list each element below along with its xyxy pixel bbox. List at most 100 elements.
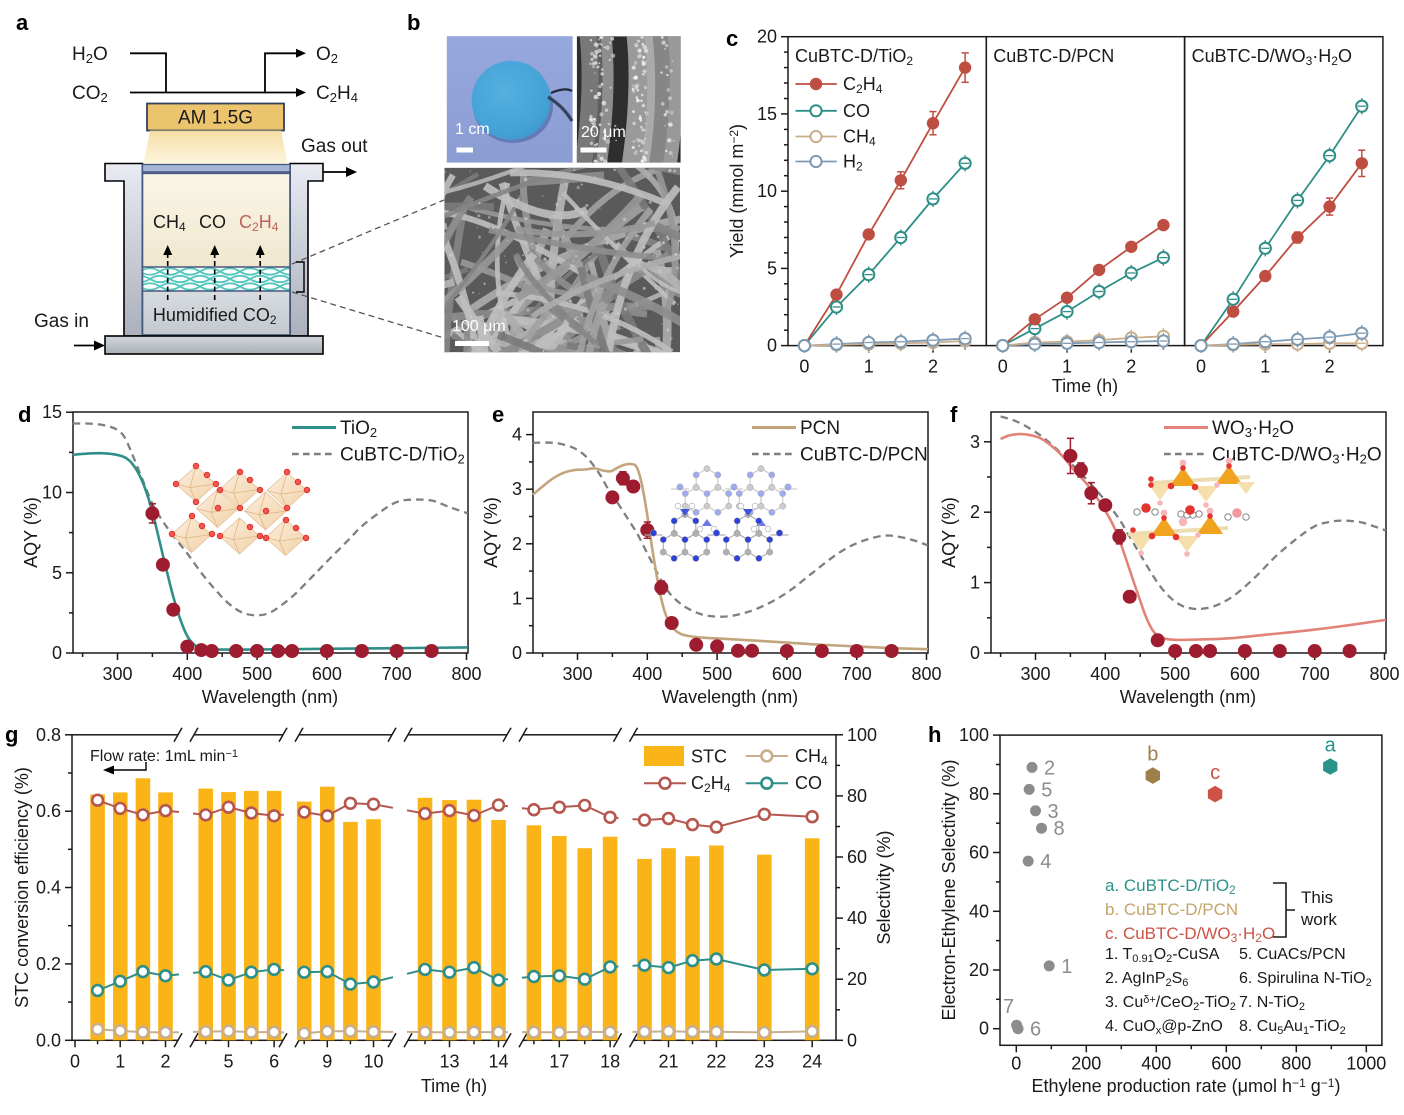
svg-text:Selectivity (%): Selectivity (%)	[874, 830, 894, 944]
svg-text:CO: CO	[795, 773, 822, 793]
svg-text:CuBTC-D/TiO2: CuBTC-D/TiO2	[795, 46, 913, 68]
svg-text:CuBTC-D/PCN: CuBTC-D/PCN	[800, 445, 928, 466]
svg-text:TiO2: TiO2	[340, 418, 377, 440]
svg-text:5: 5	[223, 1051, 233, 1071]
svg-text:500: 500	[1160, 664, 1190, 684]
svg-text:13: 13	[439, 1051, 459, 1071]
svg-text:C2H4: C2H4	[691, 773, 731, 795]
svg-text:CuBTC-D/TiO2: CuBTC-D/TiO2	[340, 445, 465, 467]
svg-text:2: 2	[970, 502, 980, 522]
svg-text:C2H4: C2H4	[316, 83, 358, 105]
svg-text:0: 0	[799, 357, 809, 377]
svg-text:0: 0	[52, 643, 62, 663]
svg-text:700: 700	[1300, 664, 1330, 684]
svg-text:work: work	[1300, 910, 1337, 929]
svg-text:10: 10	[757, 181, 777, 201]
svg-text:15: 15	[42, 402, 62, 422]
svg-text:1: 1	[1062, 357, 1072, 377]
svg-text:80: 80	[969, 784, 989, 804]
svg-text:Gas out: Gas out	[301, 136, 368, 157]
svg-text:AQY (%): AQY (%)	[939, 497, 959, 568]
svg-text:1: 1	[1260, 357, 1270, 377]
svg-text:800: 800	[451, 664, 481, 684]
svg-text:0: 0	[1196, 357, 1206, 377]
svg-text:20 μm: 20 μm	[581, 124, 626, 141]
svg-text:CuBTC-D/PCN: CuBTC-D/PCN	[993, 46, 1114, 66]
svg-text:100: 100	[847, 725, 877, 745]
svg-text:0.0: 0.0	[36, 1030, 61, 1050]
svg-text:4: 4	[512, 425, 522, 445]
svg-text:2. AgInP2S6: 2. AgInP2S6	[1105, 970, 1188, 989]
svg-text:0: 0	[970, 643, 980, 663]
svg-text:22: 22	[706, 1051, 726, 1071]
svg-text:800: 800	[1369, 664, 1399, 684]
svg-text:2: 2	[160, 1051, 170, 1071]
svg-text:17: 17	[549, 1051, 569, 1071]
svg-text:4: 4	[1040, 851, 1051, 873]
svg-text:0: 0	[998, 357, 1008, 377]
svg-text:10: 10	[42, 483, 62, 503]
svg-text:C2H4: C2H4	[843, 74, 883, 96]
svg-text:0.6: 0.6	[36, 801, 61, 821]
svg-text:2: 2	[1325, 357, 1335, 377]
svg-text:800: 800	[1281, 1053, 1311, 1073]
svg-text:15: 15	[757, 104, 777, 124]
svg-text:6: 6	[1030, 1019, 1041, 1041]
svg-text:AQY (%): AQY (%)	[21, 497, 41, 568]
svg-text:a. CuBTC-D/TiO2: a. CuBTC-D/TiO2	[1105, 876, 1236, 897]
svg-text:d: d	[18, 402, 31, 427]
svg-text:Gas in: Gas in	[34, 311, 89, 332]
svg-text:c: c	[726, 26, 738, 51]
svg-text:400: 400	[172, 664, 202, 684]
svg-text:Wavelength (nm): Wavelength (nm)	[662, 687, 798, 707]
svg-text:2: 2	[928, 357, 938, 377]
svg-text:7. N-TiO2: 7. N-TiO2	[1239, 994, 1305, 1013]
svg-text:80: 80	[847, 786, 867, 806]
svg-text:9: 9	[322, 1051, 332, 1071]
svg-text:3. Cuδ+/CeO2-TiO2: 3. Cuδ+/CeO2-TiO2	[1105, 994, 1236, 1013]
svg-text:400: 400	[1090, 664, 1120, 684]
svg-text:1 cm: 1 cm	[455, 121, 490, 138]
svg-text:2: 2	[1044, 757, 1055, 779]
svg-text:6. Spirulina N-TiO2: 6. Spirulina N-TiO2	[1239, 970, 1372, 989]
svg-text:1000: 1000	[1346, 1053, 1386, 1073]
svg-text:300: 300	[1020, 664, 1050, 684]
svg-text:e: e	[492, 402, 504, 427]
svg-text:100: 100	[959, 725, 989, 745]
svg-text:f: f	[950, 402, 958, 427]
svg-text:AQY (%): AQY (%)	[481, 497, 501, 568]
svg-text:0.4: 0.4	[36, 878, 61, 898]
svg-text:0: 0	[767, 336, 777, 356]
svg-text:24: 24	[802, 1051, 822, 1071]
svg-text:40: 40	[969, 901, 989, 921]
svg-text:400: 400	[1141, 1053, 1171, 1073]
svg-text:H2: H2	[843, 152, 863, 174]
svg-text:18: 18	[600, 1051, 620, 1071]
svg-text:1. T0.91O2-CuSA: 1. T0.91O2-CuSA	[1105, 946, 1220, 965]
svg-text:2: 2	[1126, 357, 1136, 377]
svg-text:STC: STC	[691, 747, 727, 767]
svg-text:c. CuBTC-D/WO3·H2O: c. CuBTC-D/WO3·H2O	[1105, 924, 1275, 945]
svg-text:STC conversion efficiency (%): STC conversion efficiency (%)	[12, 767, 32, 1008]
svg-text:Ethylene production rate (μmol: Ethylene production rate (μmol h−1 g−1)	[1032, 1076, 1341, 1096]
svg-text:10: 10	[363, 1051, 383, 1071]
svg-text:5: 5	[52, 563, 62, 583]
svg-text:600: 600	[312, 664, 342, 684]
svg-text:1: 1	[115, 1051, 125, 1071]
svg-text:8: 8	[1054, 818, 1065, 840]
svg-text:4. CuOx@p-ZnO: 4. CuOx@p-ZnO	[1105, 1018, 1223, 1037]
svg-text:h: h	[928, 722, 941, 747]
svg-text:700: 700	[842, 664, 872, 684]
svg-text:400: 400	[632, 664, 662, 684]
svg-text:0.8: 0.8	[36, 725, 61, 745]
svg-text:60: 60	[847, 847, 867, 867]
svg-text:3: 3	[970, 432, 980, 452]
svg-text:600: 600	[1211, 1053, 1241, 1073]
svg-text:CH4: CH4	[153, 212, 186, 234]
svg-text:0: 0	[847, 1030, 857, 1050]
svg-text:1: 1	[864, 357, 874, 377]
svg-text:500: 500	[242, 664, 272, 684]
svg-text:7: 7	[1003, 996, 1014, 1018]
svg-text:8. Cu5Au1-TiO2: 8. Cu5Au1-TiO2	[1239, 1018, 1346, 1037]
svg-text:O2: O2	[316, 44, 338, 66]
